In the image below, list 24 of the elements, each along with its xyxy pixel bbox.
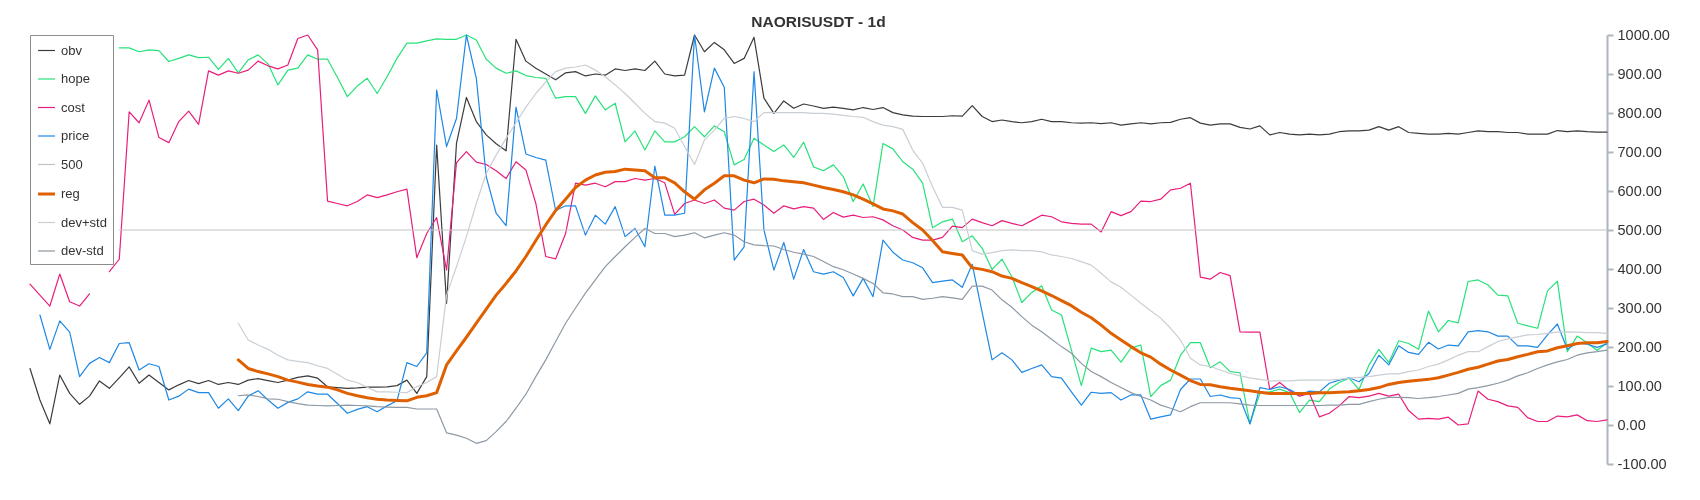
y-tick-label: 100.00 xyxy=(1617,377,1662,394)
y-tick-label: 500.00 xyxy=(1617,221,1662,238)
line-series xyxy=(236,167,1609,403)
legend-label: hope xyxy=(61,71,90,86)
y-tick-label: -100.00 xyxy=(1617,455,1667,472)
legend-label: dev-std xyxy=(61,243,104,258)
y-tick-label: 300.00 xyxy=(1617,299,1662,316)
y-tick-label: 0.00 xyxy=(1617,416,1646,433)
legend-label: cost xyxy=(61,99,86,115)
legend-label: reg xyxy=(61,186,80,201)
line-series xyxy=(237,227,1608,444)
legend-label: dev+std xyxy=(61,214,107,230)
legend-label: obv xyxy=(61,42,83,58)
y-tick-label: 400.00 xyxy=(1617,260,1662,277)
y-tick-label: 900.00 xyxy=(1617,65,1662,82)
legend-label: 500 xyxy=(61,156,83,172)
y-tick-label: 600.00 xyxy=(1617,182,1662,199)
y-tick-label: 700.00 xyxy=(1617,143,1662,160)
y-tick-label: 800.00 xyxy=(1617,104,1662,121)
legend-label: price xyxy=(61,128,90,143)
line-series xyxy=(237,64,1608,394)
y-tick-label: 200.00 xyxy=(1617,338,1662,355)
chart-title: NAORISUSDT - 1d xyxy=(751,12,886,30)
y-tick-label: 1000.00 xyxy=(1617,26,1670,43)
